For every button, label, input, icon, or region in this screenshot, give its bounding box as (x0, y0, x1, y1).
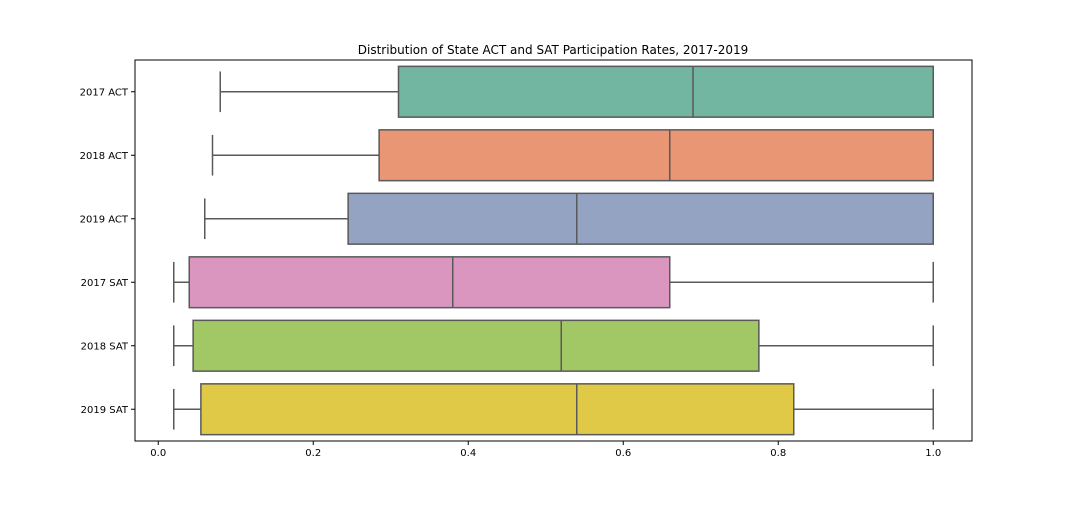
box-group-0 (219, 65, 934, 118)
x-tick-label: 0.4 (460, 448, 476, 459)
y-tick-label: 2018 SAT (81, 341, 129, 352)
y-tick-label: 2017 ACT (80, 87, 129, 98)
box-group-4 (173, 319, 934, 372)
box-rect (347, 192, 934, 245)
box-group-2 (204, 192, 934, 245)
box-rect (188, 256, 671, 309)
x-axis: 0.0 0.2 0.4 0.6 0.8 1.0 (150, 441, 941, 459)
y-axis: 2017 ACT 2018 ACT 2019 ACT 2017 SAT 2018 SAT… (80, 87, 135, 416)
x-tick-label: 0.0 (150, 448, 166, 459)
y-tick-label: 2017 SAT (81, 278, 129, 289)
x-tick-label: 1.0 (925, 448, 941, 459)
chart-title: Distribution of State ACT and SAT Partic… (358, 43, 749, 57)
x-tick-label: 0.8 (770, 448, 786, 459)
box-group-1 (211, 129, 934, 182)
y-tick-label: 2019 SAT (81, 405, 129, 416)
box-rect (378, 129, 934, 182)
x-tick-label: 0.2 (305, 448, 321, 459)
box-group-3 (173, 256, 934, 309)
plot-frame (134, 59, 973, 442)
y-tick-label: 2019 ACT (80, 214, 129, 225)
box-rect (397, 65, 934, 118)
box-rect (200, 383, 795, 436)
y-tick-label: 2018 ACT (80, 151, 129, 162)
box-rect (192, 319, 760, 372)
box-group-5 (173, 383, 934, 436)
boxes-layer (173, 65, 934, 436)
x-tick-label: 0.6 (615, 448, 631, 459)
